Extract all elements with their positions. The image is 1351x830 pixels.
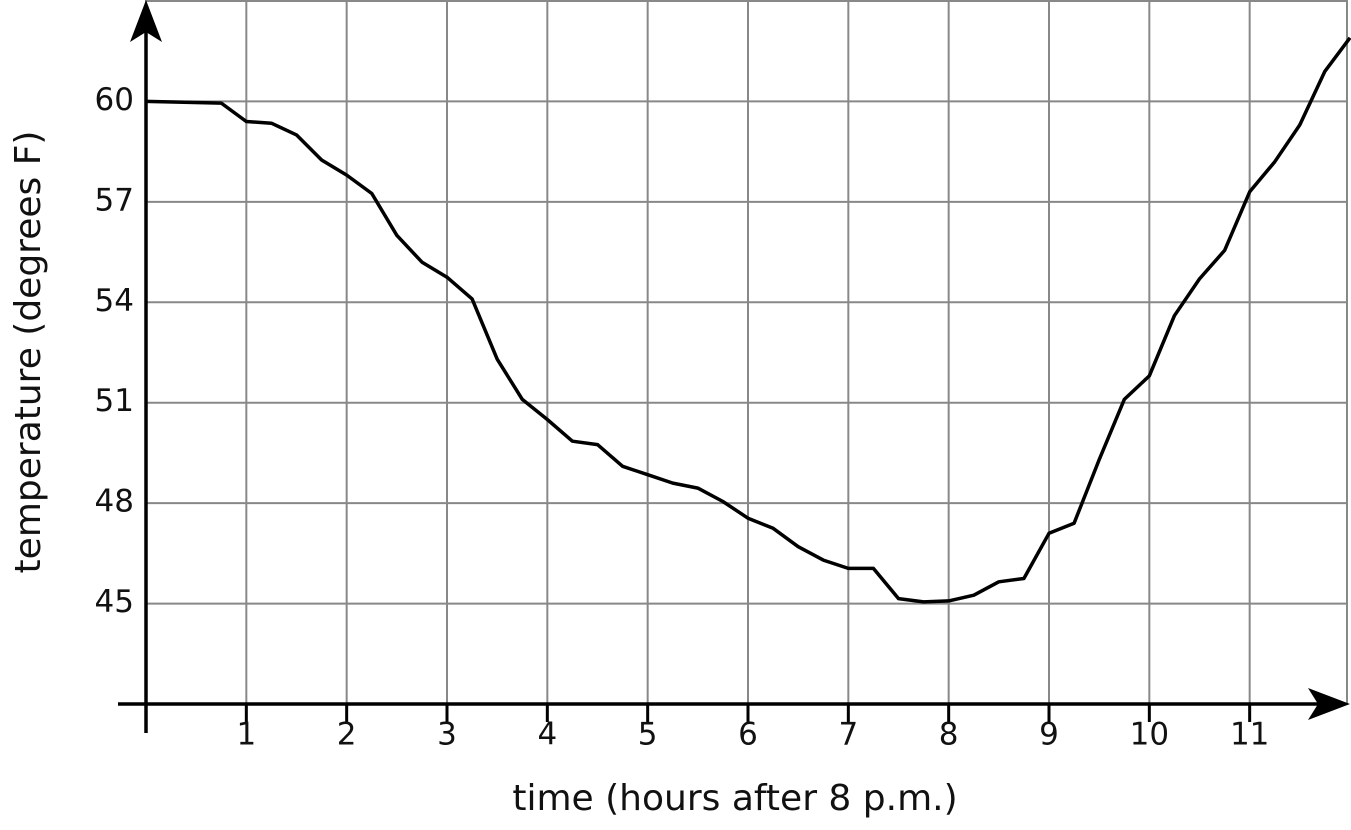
x-tick-label: 3 (437, 717, 457, 753)
x-tick-label: 7 (838, 717, 858, 753)
data-line (145, 36, 1351, 604)
x-tick-label: 9 (1039, 717, 1059, 753)
plot-frame (145, 0, 1348, 705)
x-tick-label: 2 (337, 717, 357, 753)
y-tick-label: 57 (95, 182, 134, 218)
x-tick-label: 5 (638, 717, 658, 753)
x-tick-label: 8 (939, 717, 959, 753)
x-tick-label: 11 (1230, 717, 1269, 753)
x-tick-label: 10 (1130, 717, 1169, 753)
y-tick-label: 45 (95, 584, 134, 620)
y-tick-label: 60 (95, 82, 134, 118)
y-axis-arrow (130, 0, 162, 42)
x-axis-arrow (1308, 688, 1350, 720)
y-tick-label: 54 (95, 283, 134, 319)
x-tick-label: 1 (236, 717, 256, 753)
x-axis-label: time (hours after 8 p.m.) (512, 778, 957, 819)
y-axis-label: temperature (degrees F) (8, 131, 49, 574)
x-tick-label: 4 (537, 717, 557, 753)
y-tick-label: 48 (95, 484, 134, 520)
x-tick-label: 6 (738, 717, 758, 753)
y-tick-label: 51 (95, 383, 134, 419)
